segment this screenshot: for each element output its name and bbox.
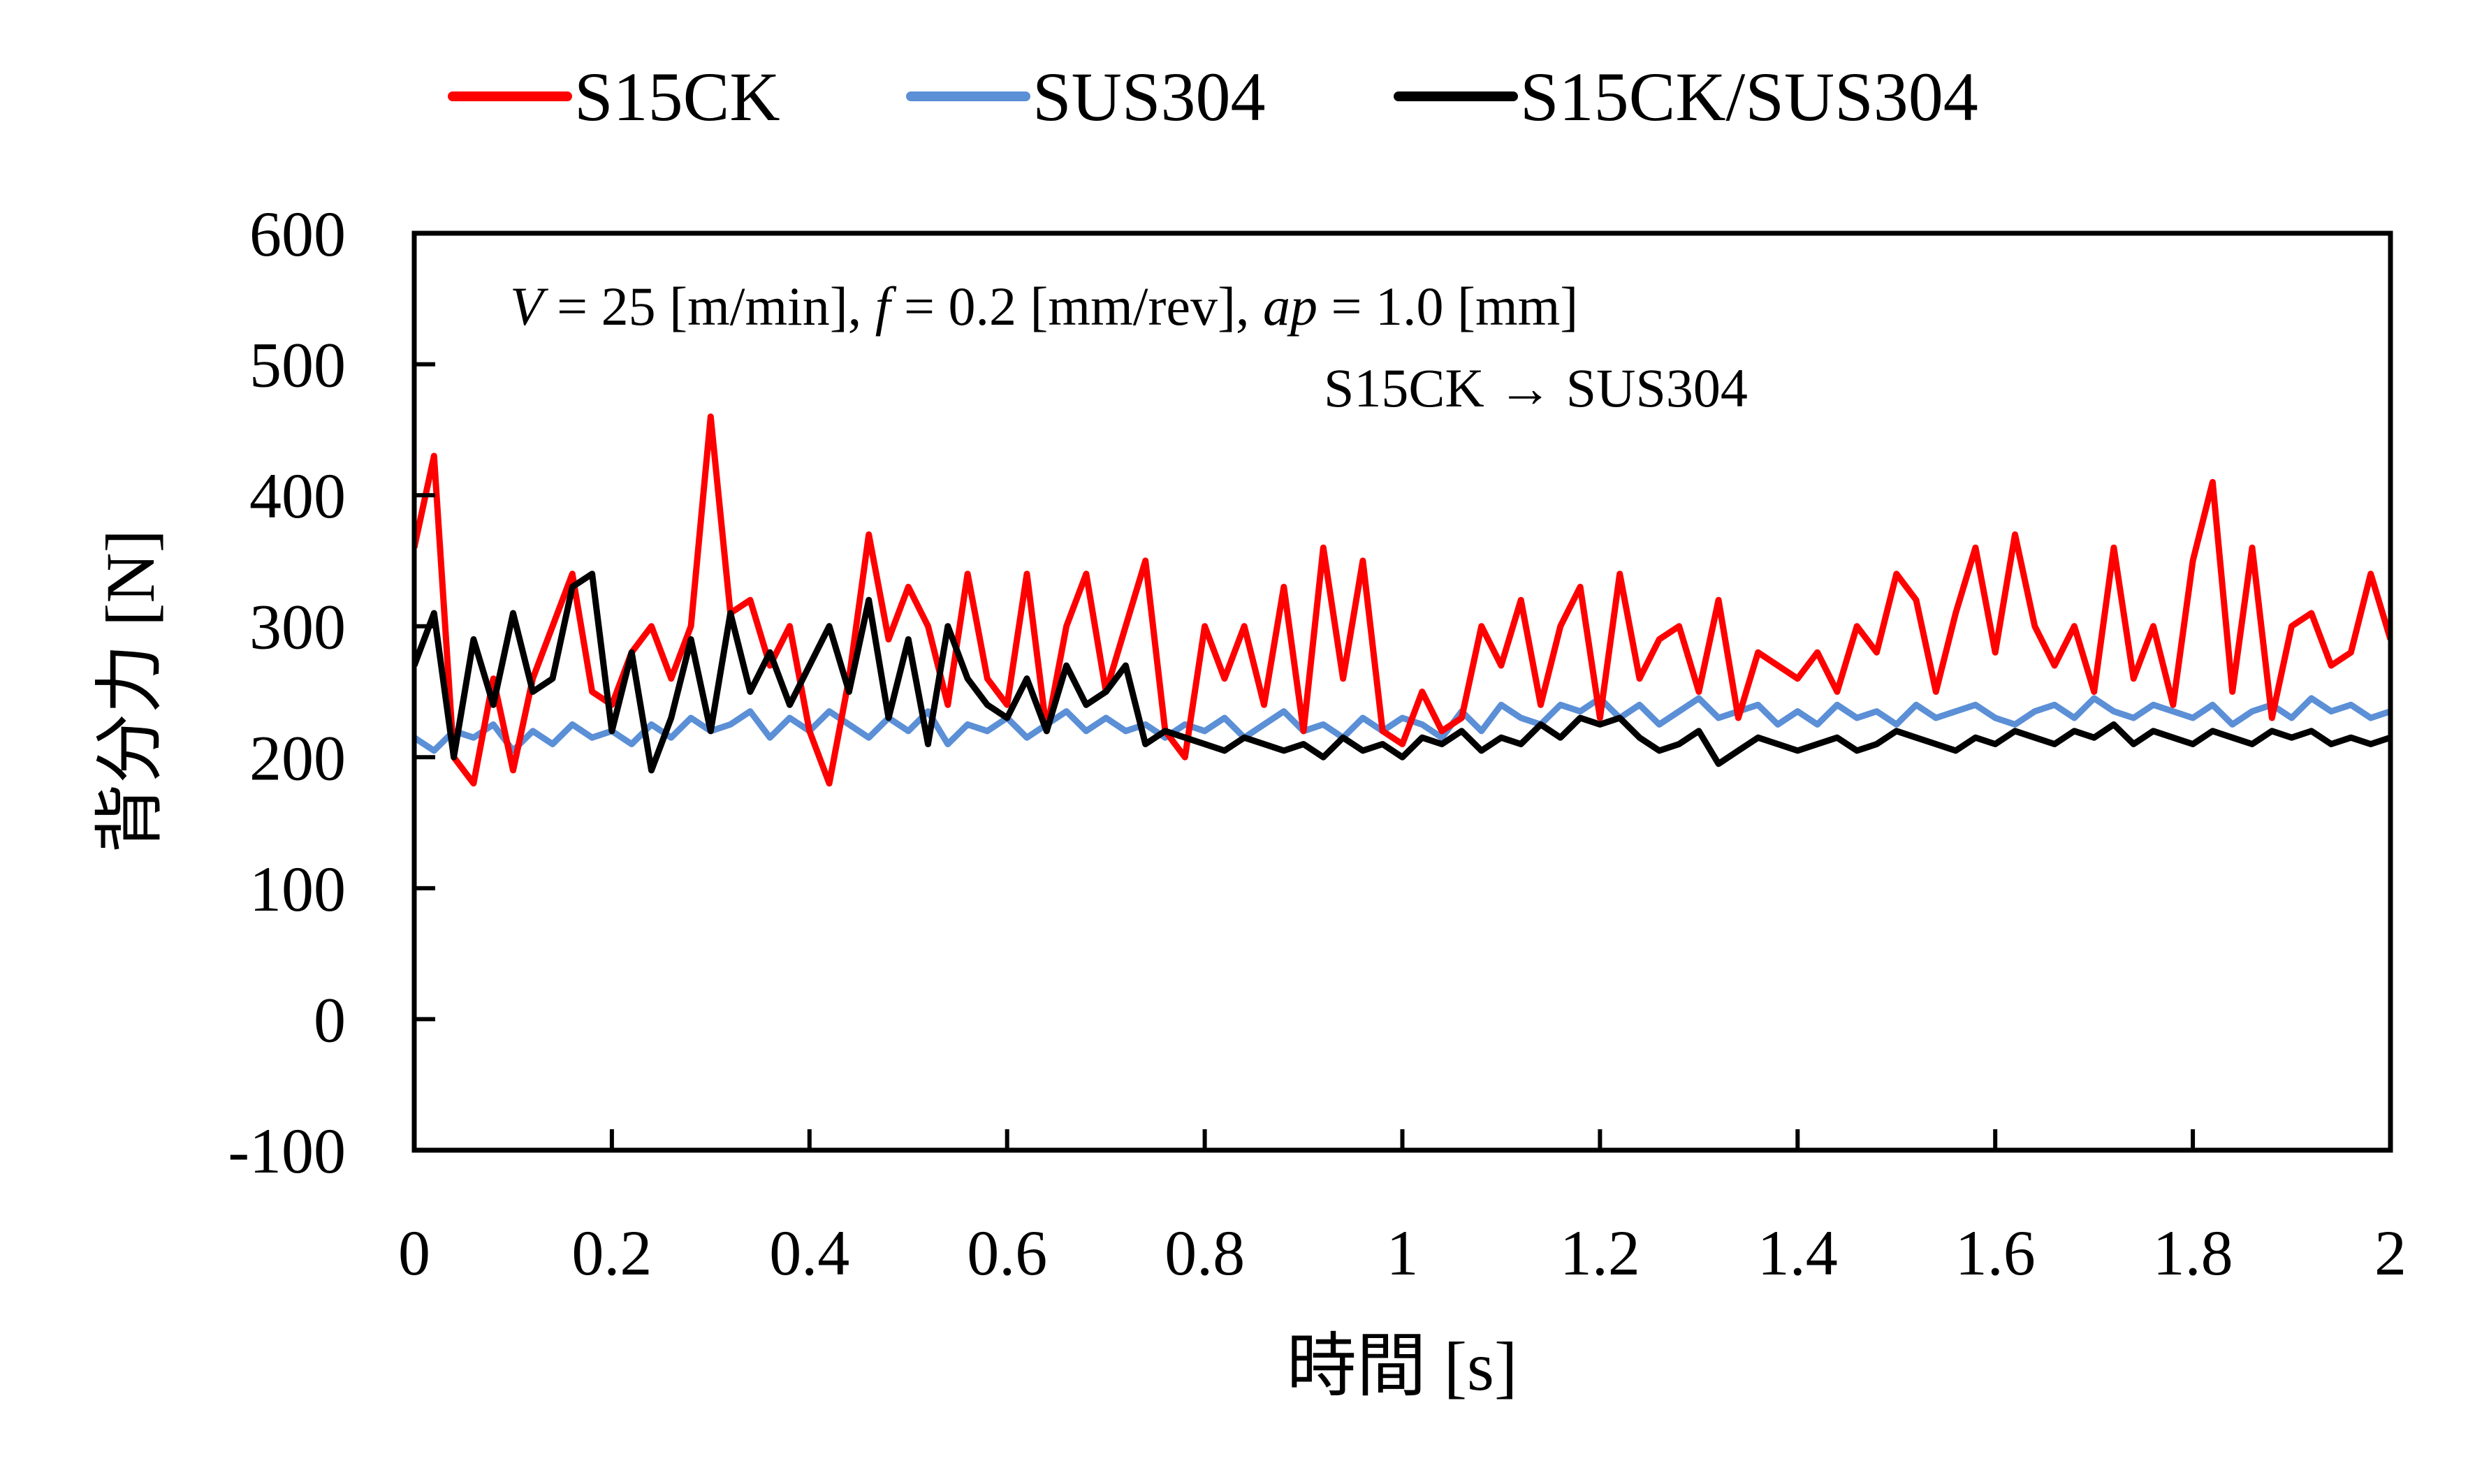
- x-tick-label: 0.8: [1165, 1217, 1245, 1288]
- x-tick-label: 1.2: [1560, 1217, 1640, 1288]
- series-line-sus304: [414, 695, 2390, 754]
- x-tick-label: 1.8: [2153, 1217, 2233, 1288]
- x-tick-label: 0.4: [769, 1217, 849, 1288]
- x-axis-title: 時間 [s]: [1287, 1328, 1518, 1405]
- legend-item-s15ck: S15CK: [448, 58, 780, 135]
- legend-label-s15ck-sus304: S15CK/SUS304: [1520, 58, 1978, 135]
- y-tick-label: 400: [249, 460, 346, 531]
- x-axis: 0 0.2 0.4 0.6 0.8 1 1.2 1.4 1.6 1.8 2: [398, 1129, 2407, 1288]
- direction-annotation: S15CK → SUS304: [1324, 358, 1748, 418]
- y-tick-label: 100: [249, 853, 346, 925]
- x-tick-label: 1.4: [1758, 1217, 1838, 1288]
- x-tick-label: 0.2: [571, 1217, 652, 1288]
- series-layer: [414, 413, 2390, 787]
- x-tick-label: 2: [2374, 1217, 2407, 1288]
- y-tick-label: 500: [249, 330, 346, 401]
- y-axis: -100 0 100 200 300 400 500 600: [228, 198, 435, 1187]
- f-value: = 0.2 [mm/rev],: [890, 276, 1263, 337]
- y-tick-label: 300: [249, 592, 346, 663]
- x-tick-label: 0.6: [967, 1217, 1047, 1288]
- ap-value: = 1.0 [mm]: [1317, 276, 1578, 337]
- conditions-annotation: V = 25 [m/min], f = 0.2 [mm/rev], ap = 1…: [510, 276, 1578, 337]
- y-tick-label: 200: [249, 722, 346, 793]
- series-line-s15ck-sus304: [414, 571, 2390, 774]
- x-tick-label: 1.6: [1955, 1217, 2036, 1288]
- x-tick-label: 0: [398, 1217, 430, 1288]
- legend-label-s15ck: S15CK: [574, 58, 780, 135]
- x-tick-label: 1: [1387, 1217, 1419, 1288]
- legend-label-sus304: SUS304: [1032, 58, 1265, 135]
- series-line-s15ck: [414, 413, 2390, 787]
- y-tick-label: 600: [249, 198, 346, 270]
- v-value: = 25 [m/min],: [543, 276, 875, 337]
- y-axis-title: 背分力 [N]: [92, 529, 169, 853]
- legend-item-sus304: SUS304: [906, 58, 1265, 135]
- v-symbol: V: [510, 276, 549, 337]
- y-tick-label: -100: [228, 1115, 346, 1187]
- ap-symbol: ap: [1263, 276, 1317, 337]
- y-tick-label: 0: [314, 984, 346, 1055]
- legend-item-s15ck-sus304: S15CK/SUS304: [1394, 58, 1978, 135]
- legend: S15CK SUS304 S15CK/SUS304: [448, 58, 1978, 135]
